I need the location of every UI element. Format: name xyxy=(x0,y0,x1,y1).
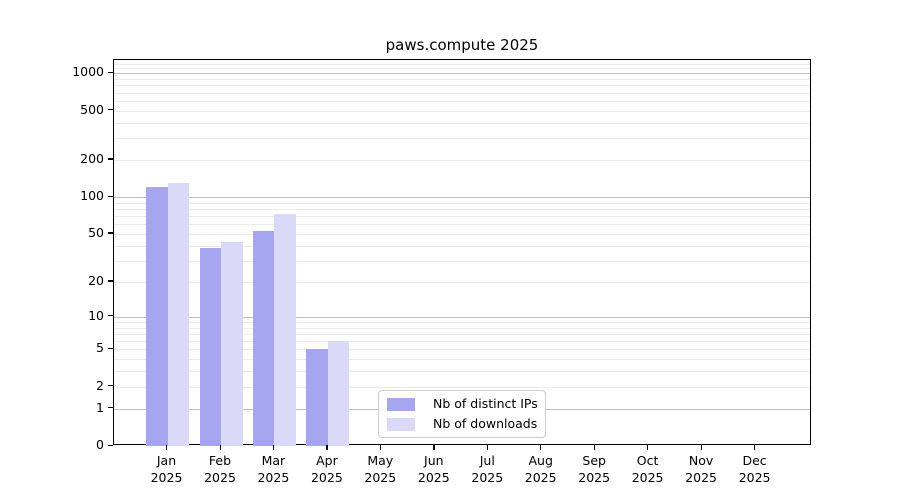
y-tick-label: 10 xyxy=(88,307,104,323)
gridline-minor xyxy=(114,216,810,218)
x-tick-mark xyxy=(433,445,435,450)
bar-nb-of-downloads-apr xyxy=(327,341,350,446)
x-tick-mark xyxy=(754,445,756,450)
x-tick-mark xyxy=(700,445,702,450)
gridline-minor xyxy=(114,202,810,204)
y-tick-mark xyxy=(108,315,113,317)
x-tick-mark xyxy=(486,445,489,450)
legend-label-distinct-ips: Nb of distinct IPs xyxy=(433,396,538,411)
y-tick-mark xyxy=(108,347,113,350)
gridline-minor xyxy=(114,63,810,65)
bar-nb-of-distinct-ips-jan xyxy=(146,187,168,446)
gridline-minor xyxy=(114,79,810,80)
gridline-minor xyxy=(114,209,810,210)
legend-label-downloads: Nb of downloads xyxy=(433,416,538,431)
y-tick-mark xyxy=(108,280,113,282)
gridline-minor xyxy=(114,245,810,247)
x-tick-label-apr: Apr 2025 xyxy=(310,453,343,485)
y-tick-mark xyxy=(108,444,113,446)
x-tick-mark xyxy=(272,445,275,450)
legend-swatch-distinct-ips xyxy=(387,397,415,411)
gridline-minor xyxy=(114,341,810,342)
y-tick-label: 100 xyxy=(80,188,104,204)
bar-nb-of-distinct-ips-feb xyxy=(199,248,221,446)
x-tick-mark xyxy=(326,445,328,450)
y-tick-label: 500 xyxy=(80,101,104,117)
gridline-minor xyxy=(114,100,810,102)
x-tick-label-mar: Mar 2025 xyxy=(257,453,290,485)
bar-nb-of-distinct-ips-apr xyxy=(306,349,328,446)
x-tick-mark xyxy=(219,445,221,450)
x-tick-label-nov: Nov 2025 xyxy=(685,453,717,485)
gridline-major xyxy=(114,197,810,199)
gridline-minor xyxy=(114,386,810,388)
y-tick-mark xyxy=(108,195,113,197)
gridline-minor xyxy=(114,110,810,112)
x-tick-label-jul: Jul 2025 xyxy=(471,453,504,485)
plot-area xyxy=(113,59,811,446)
x-tick-label-dec: Dec 2025 xyxy=(738,453,771,485)
gridline-major xyxy=(114,316,810,318)
gridline-major xyxy=(114,73,810,75)
bar-nb-of-downloads-feb xyxy=(221,241,243,446)
gridline-minor xyxy=(114,371,810,373)
gridline-minor xyxy=(114,85,810,87)
gridline-minor xyxy=(114,260,810,262)
y-tick-mark xyxy=(108,385,113,387)
gridline-minor xyxy=(114,224,810,226)
y-tick-mark xyxy=(108,232,113,234)
legend-row-downloads: Nb of downloads xyxy=(387,417,537,431)
bar-nb-of-distinct-ips-mar xyxy=(252,230,275,446)
x-tick-label-aug: Aug 2025 xyxy=(524,453,557,485)
y-tick-label: 20 xyxy=(88,272,104,288)
y-tick-mark xyxy=(108,109,113,111)
x-tick-label-oct: Oct 2025 xyxy=(631,453,664,485)
y-tick-mark xyxy=(108,71,113,74)
y-tick-mark xyxy=(108,158,113,160)
x-tick-mark xyxy=(593,445,595,450)
legend-swatch-downloads xyxy=(387,417,415,431)
bar-nb-of-downloads-mar xyxy=(274,213,296,446)
legend: Nb of distinct IPs Nb of downloads xyxy=(378,390,546,438)
y-tick-label: 1 xyxy=(96,399,104,415)
chart-title: paws.compute 2025 xyxy=(385,36,539,54)
gridline-minor xyxy=(114,333,810,335)
gridline-minor xyxy=(114,159,810,161)
y-tick-label: 2 xyxy=(96,377,104,393)
x-tick-mark xyxy=(647,445,649,450)
gridline-minor xyxy=(114,92,810,94)
gridline-minor xyxy=(114,349,810,351)
y-tick-mark xyxy=(108,407,113,409)
x-tick-label-jan: Jan 2025 xyxy=(150,453,183,485)
y-tick-label: 50 xyxy=(88,224,104,240)
gridline-minor xyxy=(114,321,810,323)
gridline-minor xyxy=(114,359,810,361)
y-tick-label: 0 xyxy=(96,437,104,452)
x-tick-label-feb: Feb 2025 xyxy=(204,453,236,485)
gridline-minor xyxy=(114,138,810,140)
gridline-minor xyxy=(114,281,810,283)
x-tick-label-may: May 2025 xyxy=(364,453,397,485)
y-tick-label: 5 xyxy=(96,340,104,356)
y-tick-label: 1000 xyxy=(72,64,104,80)
bar-nb-of-downloads-jan xyxy=(167,182,189,446)
gridline-minor xyxy=(114,122,810,124)
gridline-minor xyxy=(114,327,810,329)
legend-row-distinct-ips: Nb of distinct IPs xyxy=(387,396,538,411)
x-tick-mark xyxy=(540,445,542,450)
x-tick-label-sep: Sep 2025 xyxy=(578,453,611,485)
gridline-minor xyxy=(114,233,810,235)
x-tick-label-jun: Jun 2025 xyxy=(417,453,450,485)
y-tick-label: 200 xyxy=(80,150,104,166)
x-tick-mark xyxy=(166,445,168,450)
gridline-minor xyxy=(114,68,810,70)
x-tick-mark xyxy=(379,445,382,450)
